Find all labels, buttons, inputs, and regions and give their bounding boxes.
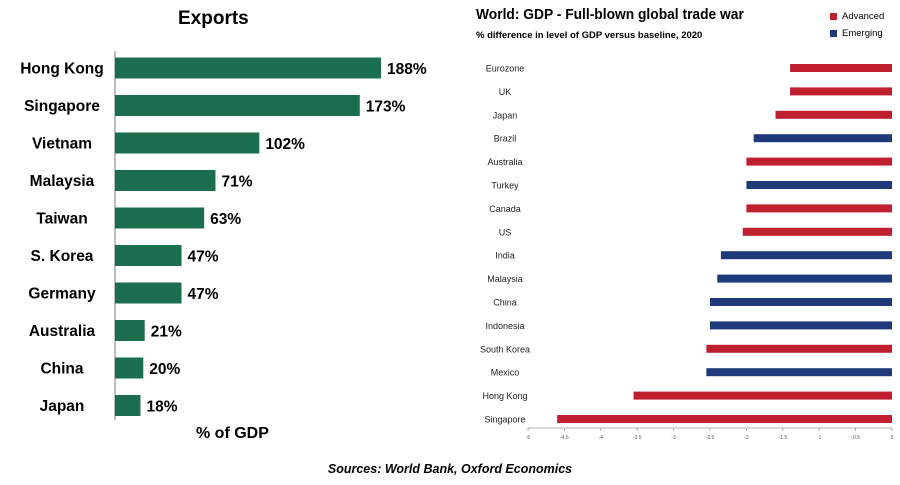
trade-war-category-label-hong-kong: Hong Kong: [482, 391, 527, 401]
exports-value-label-hong-kong: 188%: [387, 61, 427, 78]
trade-war-category-label-australia: Australia: [487, 157, 522, 167]
exports-value-label-singapore: 173%: [366, 99, 406, 116]
trade-war-x-tick-label-1: -4.5: [560, 435, 569, 441]
trade-war-x-tick-label-2: -4: [599, 435, 604, 441]
trade-war-x-tick-label-5: -2.5: [706, 435, 715, 441]
trade-war-category-label-canada: Canada: [489, 204, 521, 214]
trade-war-category-label-china: China: [493, 298, 517, 308]
trade-war-bar-uk: [790, 87, 892, 96]
trade-war-category-label-india: India: [495, 251, 515, 261]
trade-war-chart-subtitle: % difference in level of GDP versus base…: [476, 30, 703, 41]
exports-value-label-germany: 47%: [188, 286, 219, 303]
exports-bar-germany: [115, 282, 182, 304]
trade-war-x-tick-label-3: -3.5: [633, 435, 642, 441]
exports-value-label-vietnam: 102%: [265, 136, 305, 153]
exports-category-label-singapore: Singapore: [24, 98, 100, 115]
exports-category-label-malaysia: Malaysia: [30, 173, 95, 190]
exports-category-label-vietnam: Vietnam: [32, 136, 92, 153]
trade-war-x-tick-label-8: -1: [817, 435, 822, 441]
trade-war-chart-legend: Advanced Emerging: [830, 8, 884, 42]
trade-war-category-label-turkey: Turkey: [491, 181, 519, 191]
trade-war-bar-australia: [746, 157, 892, 166]
exports-bar-malaysia: [115, 170, 216, 191]
trade-war-gdp-chart: World: GDP - Full-blown global trade war…: [455, 0, 900, 450]
legend-item-advanced: Advanced: [830, 8, 884, 25]
trade-war-x-tick-label-4: -3: [671, 435, 676, 441]
trade-war-x-tick-label-9: -0.5: [851, 435, 860, 441]
trade-war-bar-indonesia: [710, 321, 892, 330]
trade-war-bar-singapore: [557, 415, 892, 423]
trade-war-bar-hong-kong: [633, 391, 892, 400]
exports-value-label-china: 20%: [149, 361, 180, 378]
trade-war-bar-us: [742, 227, 892, 236]
legend-swatch-emerging: [830, 30, 837, 37]
trade-war-category-label-japan: Japan: [493, 110, 518, 120]
trade-war-bar-canada: [746, 204, 892, 213]
exports-bar-vietnam: [115, 132, 260, 154]
exports-category-label-japan: Japan: [40, 398, 85, 415]
exports-bar-singapore: [115, 95, 360, 116]
legend-item-emerging: Emerging: [830, 25, 884, 42]
exports-category-label-germany: Germany: [28, 286, 96, 303]
trade-war-bar-mexico: [706, 368, 892, 377]
exports-bar-taiwan: [115, 207, 205, 229]
trade-war-bar-malaysia: [717, 274, 892, 283]
trade-war-bar-south-korea: [706, 344, 892, 353]
trade-war-x-tick-label-0: -5: [526, 435, 531, 441]
trade-war-category-label-singapore: Singapore: [484, 415, 525, 425]
trade-war-category-label-malaysia: Malaysia: [487, 274, 523, 284]
exports-value-label-taiwan: 63%: [210, 211, 241, 228]
legend-label-emerging: Emerging: [842, 28, 883, 39]
trade-war-category-label-mexico: Mexico: [491, 368, 520, 378]
exports-chart-plot: Hong Kong 188% Singapore 173% Vietnam 102% Mal…: [20, 51, 427, 420]
trade-war-category-label-south-korea: South Korea: [480, 344, 530, 354]
trade-war-bar-turkey: [746, 181, 892, 189]
exports-chart-x-axis-label: % of GDP: [196, 425, 269, 442]
trade-war-bar-india: [720, 251, 892, 260]
exports-bar-hong-kong: [115, 57, 381, 79]
trade-war-category-label-us: US: [499, 227, 512, 237]
exports-value-label-australia: 21%: [151, 324, 182, 341]
exports-category-label-hong-kong: Hong Kong: [20, 61, 104, 78]
trade-war-category-label-brazil: Brazil: [494, 134, 517, 144]
legend-swatch-advanced: [830, 13, 837, 20]
exports-value-label-s-korea: 47%: [188, 249, 219, 266]
exports-category-label-australia: Australia: [29, 323, 96, 340]
trade-war-chart-title: World: GDP - Full-blown global trade war: [476, 6, 744, 23]
trade-war-x-tick-label-10: 0: [891, 435, 894, 441]
trade-war-bar-china: [710, 298, 892, 306]
trade-war-chart-plot: -5 -4.5 -4 -3.5 -3 -2.5 -2 -1.5 -1 -0.5 0 Eurozone U…: [480, 64, 894, 442]
exports-bar-s-korea: [115, 245, 182, 266]
trade-war-bar-brazil: [753, 134, 892, 143]
exports-bar-japan: [115, 395, 141, 416]
trade-war-category-label-uk: UK: [499, 87, 512, 97]
exports-chart: Exports Hong Kong 188% Singapore 173% Vietna…: [0, 0, 450, 450]
legend-label-advanced: Advanced: [842, 11, 885, 22]
exports-category-label-taiwan: Taiwan: [36, 211, 87, 228]
exports-category-label-china: China: [40, 361, 83, 378]
exports-bar-australia: [115, 320, 145, 341]
trade-war-bar-eurozone: [790, 64, 892, 72]
sources-footnote: Sources: World Bank, Oxford Economics: [327, 462, 573, 476]
trade-war-bar-japan: [775, 110, 892, 119]
exports-bar-china: [115, 357, 144, 379]
trade-war-x-tick-label-7: -1.5: [778, 435, 787, 441]
exports-value-label-japan: 18%: [146, 399, 177, 416]
trade-war-x-tick-label-6: -2: [744, 435, 749, 441]
exports-value-label-malaysia: 71%: [221, 174, 252, 191]
exports-category-label-s-korea: S. Korea: [31, 248, 94, 265]
trade-war-category-label-indonesia: Indonesia: [485, 321, 524, 331]
exports-chart-title: Exports: [178, 8, 249, 29]
trade-war-category-label-eurozone: Eurozone: [486, 64, 525, 74]
